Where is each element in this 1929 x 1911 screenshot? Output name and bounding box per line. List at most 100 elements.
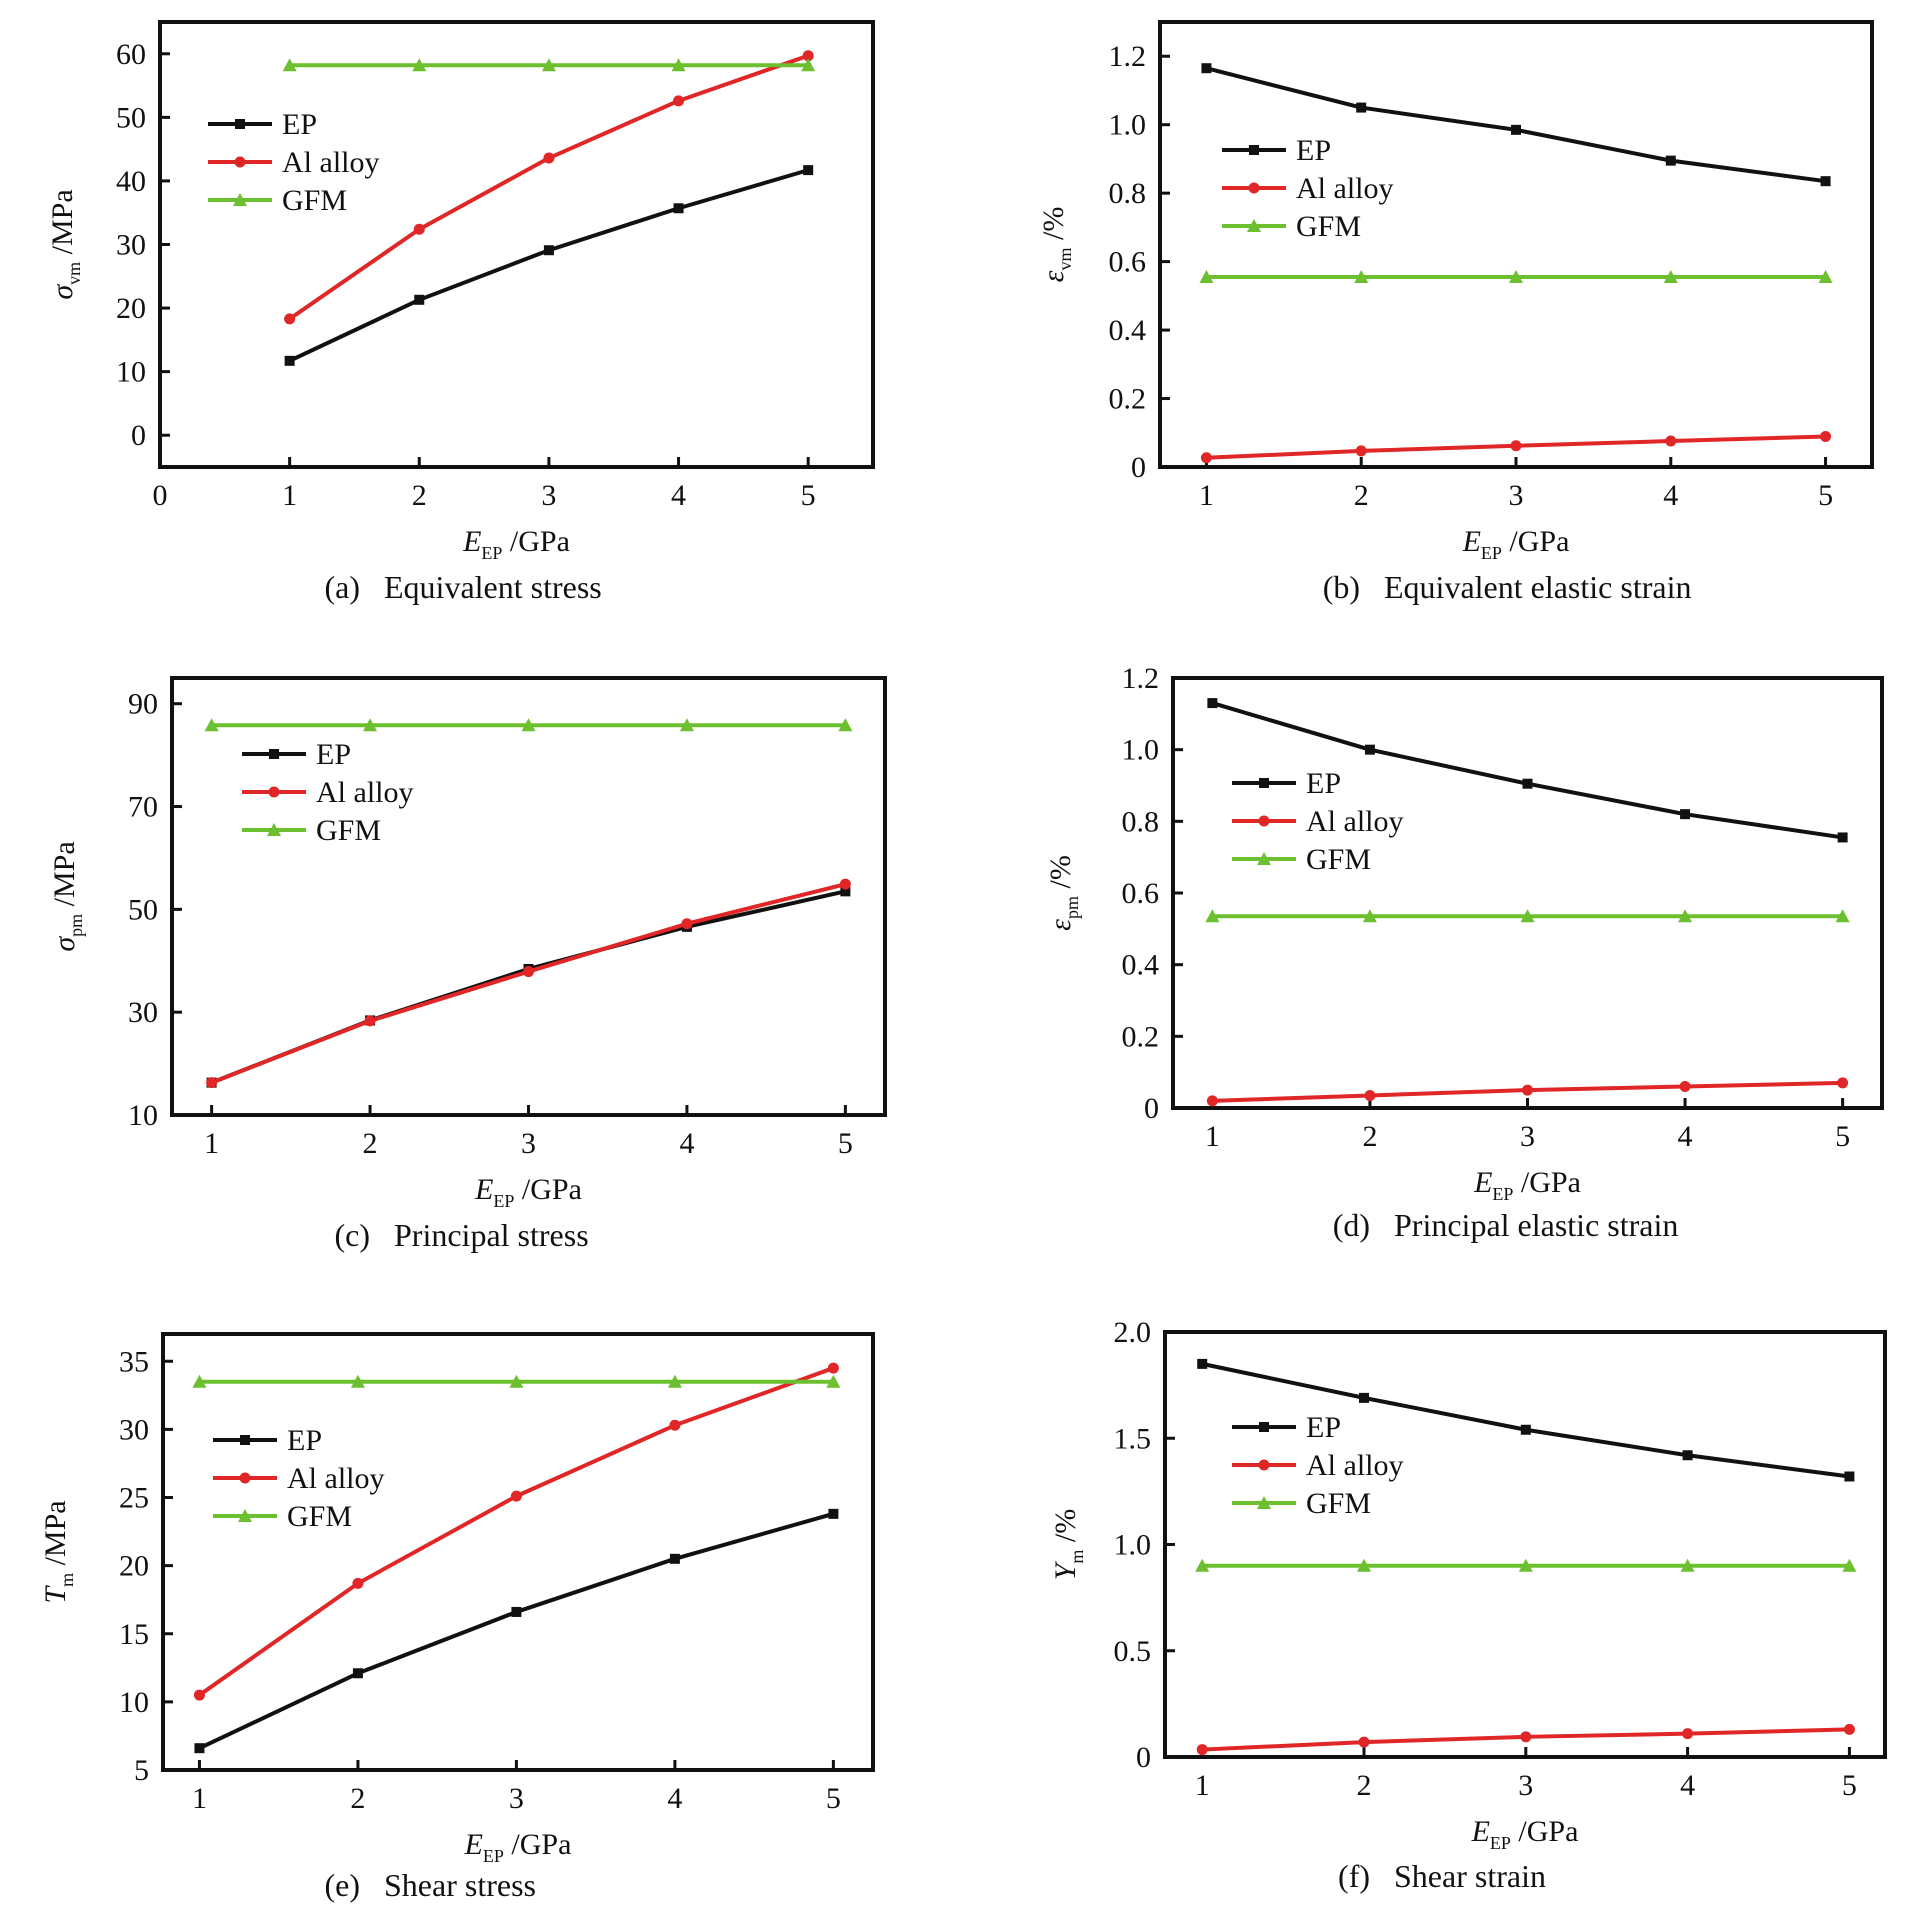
y-tick-label: 50 [128, 893, 158, 926]
data-point-square [1820, 176, 1831, 187]
y-tick-label: 0.6 [1122, 877, 1160, 910]
y-tick-label: 0.5 [1114, 1635, 1152, 1668]
y-tick-label: 1.2 [1109, 40, 1147, 73]
data-point-circle [673, 95, 685, 107]
series-ep [284, 165, 814, 366]
y-tick-label: 20 [119, 1550, 149, 1583]
legend-label: EP [1306, 767, 1341, 800]
data-point-circle [284, 313, 296, 325]
data-point-square [1356, 102, 1367, 113]
plot-frame [158, 20, 875, 469]
legend-label: GFM [316, 814, 381, 847]
x-tick-label: 2 [1354, 479, 1369, 512]
chart-caption: (d) Principal elastic strain [1333, 1207, 1679, 1243]
data-point-circle [1522, 1084, 1533, 1096]
y-axis-label: σvm /MPa [46, 189, 84, 299]
x-axis-label: EEP /GPa [1471, 1815, 1579, 1853]
legend-marker [239, 1472, 251, 1484]
y-tick-label: 0.4 [1122, 949, 1160, 982]
x-tick-label: 4 [671, 479, 686, 512]
plot-frame [1171, 676, 1884, 1110]
x-tick-label: 3 [1520, 1120, 1535, 1153]
y-axis-label-sub: vm [64, 262, 84, 285]
x-tick-label: 3 [521, 1127, 536, 1160]
data-point-circle [523, 966, 534, 978]
legend-item: Al alloy [1232, 1449, 1404, 1482]
y-tick-label: 0.8 [1122, 805, 1160, 838]
x-tick-label: 5 [1818, 479, 1833, 512]
legend: EP Al alloy GFM [242, 738, 414, 847]
y-tick-label: 1.2 [1122, 662, 1160, 695]
x-tick-label: 5 [1842, 1769, 1857, 1802]
legend-marker [235, 119, 245, 129]
caption-letter: (a) [324, 569, 360, 605]
series-line [198, 1511, 834, 1751]
y-axis-label-sub: m [57, 1573, 77, 1587]
legend-marker [1247, 219, 1261, 232]
x-axis-label-sub: EP [1492, 1184, 1513, 1204]
legend-label: GFM [1306, 843, 1371, 876]
caption-text: Equivalent stress [384, 569, 602, 605]
data-point-triangle [1357, 1558, 1372, 1572]
data-point-triangle [838, 718, 853, 732]
x-axis-label: EEP /GPa [474, 1173, 582, 1211]
x-axis-label-unit: /GPa [1511, 1815, 1579, 1848]
chart-caption: (f) Shear strain [1338, 1858, 1546, 1894]
legend-label: GFM [1296, 210, 1361, 243]
y-tick-label: 0.8 [1109, 177, 1147, 210]
data-point-circle [1843, 1723, 1855, 1735]
legend: EP Al alloy GFM [208, 108, 380, 217]
x-tick-label: 3 [1518, 1769, 1533, 1802]
data-point-triangle [192, 1374, 207, 1388]
data-point-square [673, 203, 684, 214]
y-tick-label: 0 [131, 419, 146, 452]
data-point-square [1522, 778, 1533, 789]
series-gfm [282, 58, 816, 72]
x-tick-label: 1 [1205, 1120, 1220, 1153]
data-point-triangle [801, 58, 816, 72]
y-tick-label: 1.0 [1109, 109, 1147, 142]
y-tick-label: 50 [116, 101, 146, 134]
y-tick-label: 70 [128, 791, 158, 824]
data-point-triangle [826, 1374, 841, 1388]
y-tick-label: 0.6 [1109, 246, 1147, 279]
data-point-triangle [1520, 909, 1535, 923]
legend-label: Al alloy [282, 146, 380, 179]
y-tick-label: 0.4 [1109, 314, 1147, 347]
legend-marker [1259, 1422, 1269, 1432]
data-point-square [352, 1668, 363, 1679]
legend-marker [1259, 778, 1269, 788]
data-point-triangle [1663, 270, 1678, 284]
data-point-triangle [1518, 1558, 1533, 1572]
data-point-circle [1837, 1077, 1849, 1089]
caption-letter: (f) [1338, 1858, 1370, 1894]
legend-item: EP [1232, 767, 1341, 800]
y-tick-label: 20 [116, 292, 146, 325]
data-point-square [1665, 155, 1676, 166]
data-point-square [194, 1743, 205, 1754]
data-point-circle [1682, 1728, 1694, 1740]
caption-text: Principal stress [394, 1217, 589, 1253]
legend-label: EP [287, 1424, 322, 1457]
data-point-square [1364, 744, 1375, 755]
x-tick-label: 2 [1362, 1120, 1377, 1153]
y-tick-label: 10 [128, 1099, 158, 1132]
data-point-triangle [1205, 909, 1220, 923]
x-tick-label: 4 [1663, 479, 1678, 512]
y-tick-label: 5 [134, 1754, 149, 1787]
x-axis-label: EEP /GPa [462, 525, 570, 563]
x-axis-label-sub: EP [483, 1846, 504, 1866]
x-tick-label: 1 [1195, 1769, 1210, 1802]
data-point-triangle [679, 718, 694, 732]
x-axis-label-main: E [1462, 525, 1481, 558]
legend-marker [233, 193, 247, 206]
data-point-triangle [667, 1374, 682, 1388]
data-point-square [840, 886, 851, 897]
legend: EP Al alloy GFM [1232, 767, 1404, 876]
data-point-triangle [1842, 1558, 1857, 1572]
